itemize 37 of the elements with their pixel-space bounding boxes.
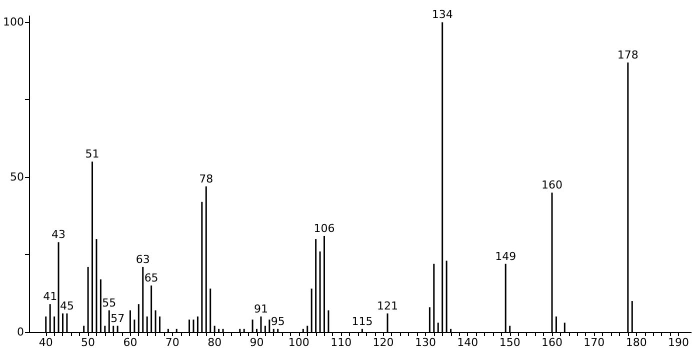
annotation: 65 [144,272,158,285]
annotation: 95 [270,314,285,328]
annotation: 57 [110,312,125,325]
annotation: 178 [617,48,638,62]
annotation: 45 [60,299,74,312]
x-tick-label: 80 [208,336,222,349]
x-tick-label: 60 [123,336,138,349]
annotation: 78 [199,172,214,186]
annotation: 51 [85,148,100,161]
x-tick-label: 110 [330,336,352,349]
y-tick-label: 50 [10,170,24,184]
x-tick-label: 70 [165,336,180,349]
annotation: 134 [432,8,453,22]
annotation: 115 [352,314,373,328]
x-tick-label: 100 [288,336,310,349]
x-tick-label: 50 [81,336,96,349]
annotation: 55 [102,296,116,310]
annotation: 160 [542,178,563,192]
x-tick-label: 190 [668,336,690,349]
x-tick-label: 120 [372,336,394,349]
x-tick-label: 90 [250,336,264,349]
annotation: 91 [254,302,268,316]
x-tick-label: 140 [457,336,478,349]
y-tick-label: 0 [16,326,24,338]
x-tick-label: 160 [542,336,563,349]
x-tick-label: 170 [584,336,605,349]
annotation: 41 [43,290,58,304]
x-tick-label: 150 [499,336,520,349]
annotation: 43 [52,228,66,242]
x-tick-label: 40 [38,336,53,349]
annotation: 149 [495,250,516,263]
annotation: 121 [377,299,398,312]
x-tick-label: 130 [414,336,436,349]
y-tick-label: 100 [2,16,24,29]
annotation: 106 [314,222,335,235]
x-tick-label: 180 [626,336,647,349]
annotation: 63 [136,252,150,266]
